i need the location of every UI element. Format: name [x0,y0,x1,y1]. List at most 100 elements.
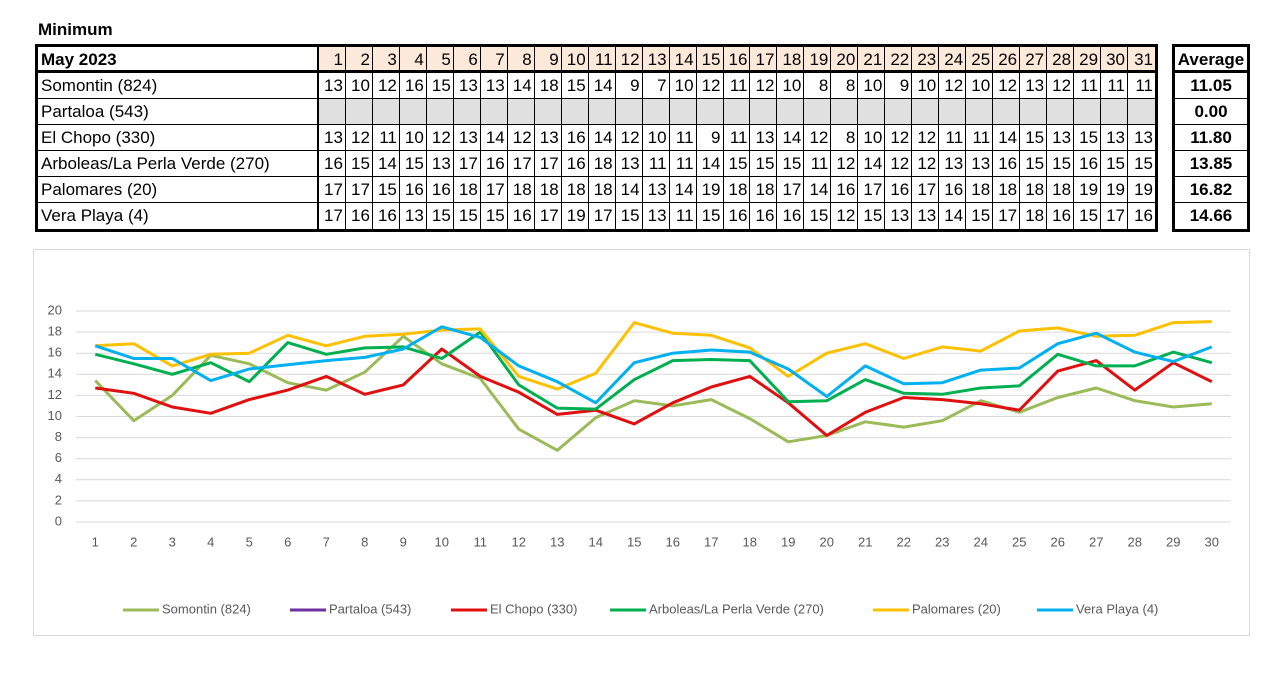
value-cell: 14 [588,125,616,151]
x-tick-label: 27 [1089,534,1103,549]
value-cell: 17 [534,203,562,229]
value-cell [858,99,886,125]
value-cell: 16 [885,177,913,203]
value-cell [507,99,535,125]
value-cell: 10 [399,125,427,151]
value-cell [1101,99,1129,125]
value-cell: 15 [1074,125,1102,151]
value-cell: 15 [561,73,589,99]
day-header: 29 [1074,47,1102,73]
value-cell: 12 [372,73,400,99]
y-tick-label: 16 [48,345,62,360]
value-cell [804,99,832,125]
legend-label: Somontin (824) [162,601,251,616]
value-cell: 18 [588,177,616,203]
value-cell: 12 [993,73,1021,99]
x-tick-label: 2 [130,534,137,549]
value-cell [723,99,751,125]
value-cell [1047,99,1075,125]
day-header: 21 [858,47,886,73]
value-cell [372,99,400,125]
value-cell: 11 [372,125,400,151]
value-cell: 17 [319,177,346,203]
value-cell: 13 [939,151,967,177]
chart-frame [33,249,1250,636]
day-header: 23 [912,47,940,73]
value-cell: 16 [399,73,427,99]
y-tick-label: 20 [48,302,62,317]
x-tick-label: 16 [666,534,680,549]
x-tick-label: 30 [1205,534,1219,549]
value-cell: 13 [1101,125,1129,151]
x-tick-label: 5 [246,534,253,549]
value-cell: 15 [1074,203,1102,229]
value-cell: 9 [615,73,643,99]
value-cell: 13 [534,125,562,151]
value-cell: 15 [426,73,454,99]
row-label: Palomares (20) [38,177,319,203]
value-cell: 15 [777,151,805,177]
value-cell: 15 [1128,151,1155,177]
average-cell: 0.00 [1175,99,1247,125]
value-cell: 13 [319,125,346,151]
value-cell: 15 [1020,125,1048,151]
value-cell: 11 [1074,73,1102,99]
value-cell [1020,99,1048,125]
y-tick-label: 14 [48,366,62,381]
value-cell: 17 [345,177,373,203]
day-header: 18 [777,47,805,73]
value-cell: 12 [507,125,535,151]
value-cell: 17 [912,177,940,203]
x-tick-label: 10 [435,534,449,549]
x-tick-label: 14 [589,534,603,549]
value-cell: 19 [696,177,724,203]
series-line [94,334,1212,452]
value-cell [993,99,1021,125]
day-header: 3 [372,47,400,73]
value-cell: 10 [642,125,670,151]
x-tick-label: 26 [1051,534,1065,549]
value-cell: 16 [750,203,778,229]
value-cell [750,99,778,125]
value-cell: 11 [669,151,697,177]
value-cell: 11 [1101,73,1129,99]
value-cell: 17 [858,177,886,203]
x-tick-label: 19 [781,534,795,549]
value-cell: 17 [480,177,508,203]
x-tick-label: 3 [169,534,176,549]
value-cell [319,99,346,125]
day-header: 6 [453,47,481,73]
x-tick-label: 11 [474,534,488,549]
y-tick-label: 12 [48,387,62,402]
value-cell: 16 [723,203,751,229]
value-cell: 16 [777,203,805,229]
value-cell [912,99,940,125]
value-cell: 14 [939,203,967,229]
value-cell: 16 [507,203,535,229]
value-cell: 16 [1047,203,1075,229]
value-cell: 12 [885,151,913,177]
value-cell: 12 [750,73,778,99]
value-cell [345,99,373,125]
value-cell [777,99,805,125]
value-cell: 17 [993,203,1021,229]
sheet-title: Minimum [38,20,113,39]
value-cell [1128,99,1155,125]
value-cell [642,99,670,125]
x-tick-label: 24 [974,534,988,549]
x-tick-label: 12 [512,534,526,549]
average-header: Average [1175,47,1247,73]
data-table: May 2023 1 2 3 4 5 6 7 8 9 10 11 12 13 14 15 16 17 18 19 20 2… [35,44,1158,232]
value-cell: 12 [885,125,913,151]
x-tick-label: 7 [323,534,330,549]
day-header: 13 [642,47,670,73]
day-header: 24 [939,47,967,73]
value-cell: 9 [885,73,913,99]
value-cell: 15 [426,203,454,229]
value-cell [561,99,589,125]
value-cell: 14 [804,177,832,203]
value-cell: 15 [723,151,751,177]
day-header: 4 [399,47,427,73]
